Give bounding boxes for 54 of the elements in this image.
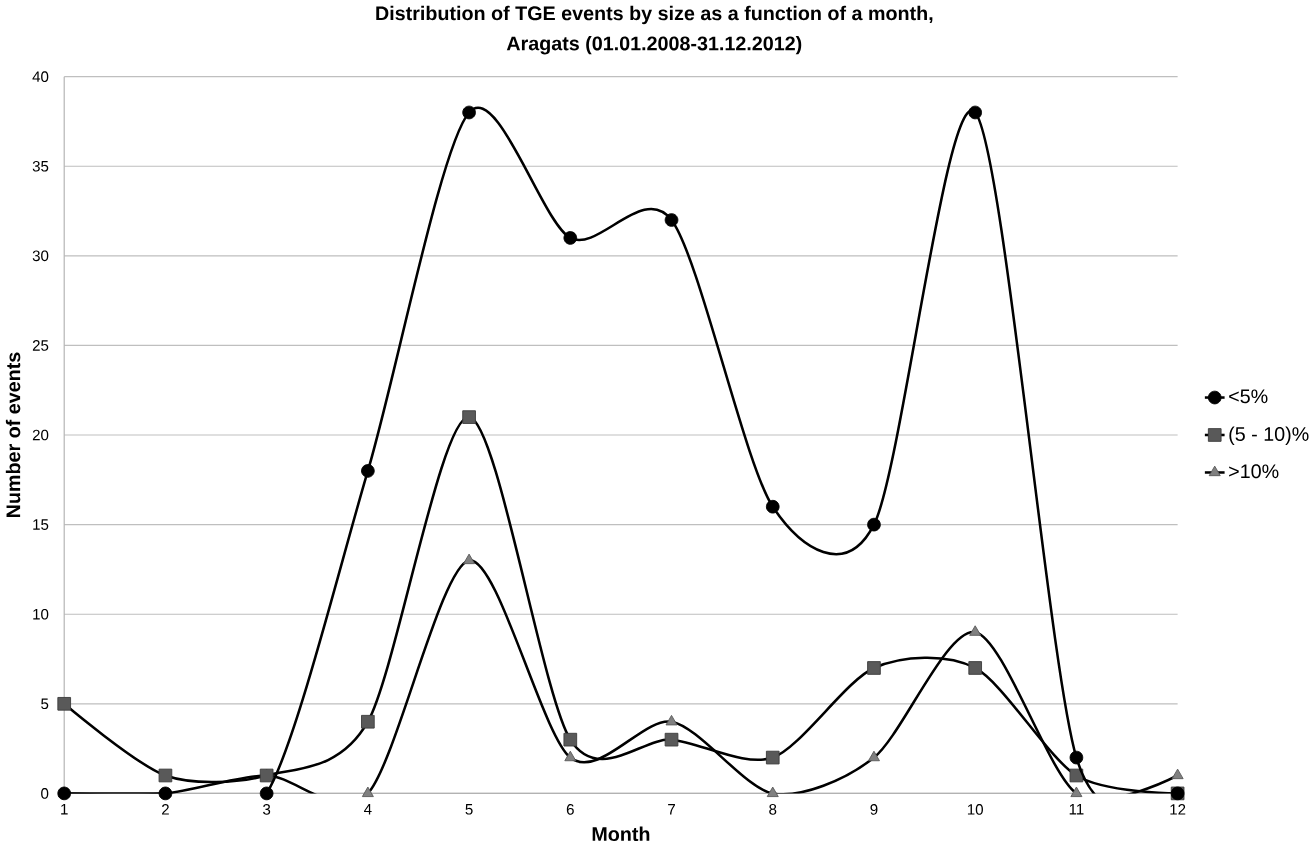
point	[968, 105, 982, 120]
point	[462, 410, 476, 424]
point	[765, 750, 780, 765]
x-tick-label: 8	[769, 804, 777, 815]
point	[361, 714, 375, 729]
point	[868, 750, 880, 762]
point	[867, 517, 881, 532]
point	[664, 213, 679, 227]
y-axis-title: Number of events	[5, 352, 21, 518]
point	[57, 697, 72, 711]
point	[766, 786, 779, 798]
x-tick-label: 4	[364, 804, 372, 815]
y-tick-label: 5	[41, 698, 49, 710]
x-tick-label: 7	[668, 804, 675, 815]
point	[361, 464, 375, 478]
y-tick-label: 40	[32, 71, 49, 83]
x-tick-label: 10	[967, 804, 983, 815]
point	[361, 786, 374, 798]
point	[158, 768, 173, 783]
x-tick-label: 9	[870, 804, 878, 815]
x-axis-title: Month	[592, 826, 650, 842]
y-tick-label: 25	[32, 340, 49, 351]
point	[563, 732, 578, 747]
y-tick-label: 30	[32, 250, 49, 262]
y-tick-label: 20	[32, 429, 49, 441]
x-tick-label: 3	[263, 804, 271, 815]
point	[1070, 786, 1083, 798]
point	[259, 786, 274, 801]
legend-label: <5%	[1229, 389, 1268, 404]
point	[564, 750, 577, 762]
point	[563, 231, 578, 245]
x-tick-label: 1	[61, 804, 68, 815]
x-tick-label: 5	[465, 804, 473, 815]
point	[1069, 750, 1084, 765]
point	[665, 714, 678, 726]
point	[969, 625, 982, 636]
point	[867, 661, 881, 675]
x-tick-label: 12	[1170, 804, 1186, 815]
point	[1171, 768, 1184, 780]
x-tick-label: 11	[1069, 804, 1084, 815]
y-tick-label: 10	[33, 608, 49, 620]
legend-label: >10%	[1229, 464, 1279, 479]
chart-title: Distribution of TGE events by size as a function of a month, Aragats (01.01.2008-31.12.2012)	[376, 5, 933, 55]
y-tick-label: 0	[41, 788, 49, 799]
point	[462, 105, 476, 120]
legend-label: (5 - 10)%	[1229, 426, 1309, 445]
point	[765, 499, 780, 514]
x-tick-label: 2	[162, 804, 169, 815]
x-tick-label: 6	[566, 804, 574, 815]
y-tick-label: 15	[33, 519, 49, 530]
point	[664, 732, 679, 747]
point	[968, 661, 982, 675]
y-tick-label: 35	[32, 160, 49, 172]
point	[463, 553, 476, 565]
